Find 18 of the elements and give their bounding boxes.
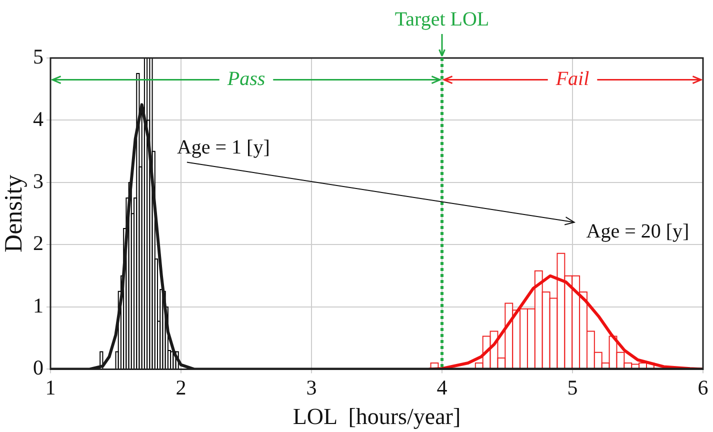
x-tick-label: 5 [567,375,578,400]
annotation: Age = 20 [y] [586,220,690,243]
y-tick-label: 0 [33,356,44,380]
y-tick-label: 3 [33,168,44,193]
y-axis-title: Density [0,174,28,252]
y-tick-label: 4 [33,106,44,131]
x-tick-label: 3 [306,375,317,400]
ref-line-label: Target LOL [394,8,490,30]
x-axis-title: LOL [hours/year] [292,404,461,430]
y-tick-label: 5 [33,44,44,69]
annotation: Pass [226,68,266,90]
annotation: Fail [554,68,590,90]
y-tick-label: 2 [33,231,44,256]
y-tick-label: 1 [33,293,44,318]
x-tick-label: 6 [698,375,708,400]
annotation: Age = 1 [y] [176,136,270,158]
x-tick-label: 2 [176,375,186,400]
x-tick-label: 4 [436,375,448,400]
